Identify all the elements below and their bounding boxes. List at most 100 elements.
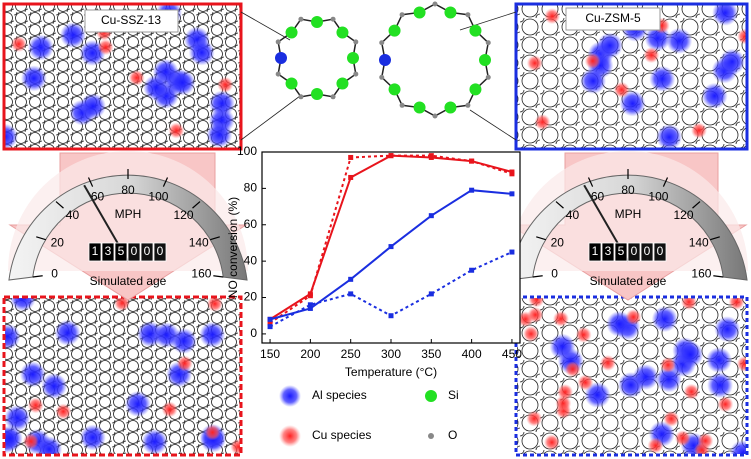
species-blobs (5, 5, 235, 148)
gauge-tick (710, 236, 720, 241)
al-species (719, 48, 746, 75)
oxygen (465, 102, 471, 108)
al-species (79, 424, 106, 451)
cu-species (55, 403, 72, 420)
al-species (54, 319, 81, 346)
data-point (348, 291, 354, 297)
odometer-digit: 0 (631, 244, 638, 258)
al-species (651, 306, 678, 333)
data-point (388, 313, 394, 319)
al-species (79, 93, 106, 120)
panel-label: Cu-ZSM-5 (585, 11, 641, 25)
cu-species (27, 397, 44, 414)
odometer-cell (88, 242, 102, 262)
al-species (596, 32, 623, 59)
ring-illustration (275, 1, 491, 119)
gauge-arc (508, 174, 748, 281)
al-species (5, 123, 19, 148)
silicon (311, 88, 323, 100)
x-tick-label: 400 (462, 347, 482, 361)
oxygen (353, 39, 359, 45)
gauge-tick (32, 275, 43, 278)
x-tick-label: 200 (300, 347, 320, 361)
silicon (336, 77, 349, 90)
al-species (712, 5, 739, 26)
oxygen (275, 71, 281, 77)
cu-species (168, 122, 185, 139)
label-box (565, 7, 661, 31)
legend-swatch (279, 385, 301, 407)
x-tick-label: 450 (502, 347, 522, 361)
gauge-tick-label: 140 (189, 235, 209, 249)
oxygen (379, 74, 385, 80)
y-tick-label: 80 (244, 181, 258, 195)
gauge-unit: MPH (615, 207, 642, 221)
odometer-cell (140, 242, 154, 262)
legend-label: O (448, 428, 457, 442)
al-species (41, 373, 68, 400)
silicon (379, 54, 391, 66)
gauge-face (8, 151, 248, 271)
cu-species (217, 76, 234, 93)
legend-swatch (425, 390, 437, 402)
y-tick-label: 100 (237, 144, 257, 158)
odometer-digit: 1 (92, 244, 99, 258)
silicon (311, 16, 323, 28)
al-species (729, 440, 746, 454)
oxygen (275, 39, 281, 45)
y-axis-label: NO conversion (%) (226, 197, 240, 298)
y-tick-label: 20 (244, 290, 258, 304)
oxygen (330, 94, 336, 100)
data-point (307, 305, 313, 311)
silicon (347, 52, 359, 64)
cu-species (528, 298, 545, 308)
al-species (656, 124, 683, 148)
gauge-tick-label: 160 (191, 266, 211, 280)
gauge-tick-label: 0 (51, 266, 58, 280)
odometer-digit: 0 (157, 244, 164, 258)
gauge-tick (36, 236, 46, 241)
panel-border (2, 2, 243, 151)
gauge-tick (662, 177, 669, 187)
cu-species (543, 434, 560, 451)
al-species (619, 90, 646, 117)
al-species (19, 361, 46, 388)
gauge-arc (8, 174, 248, 281)
ring (380, 3, 490, 117)
y-tick-label: 0 (250, 326, 257, 340)
cu-species (526, 55, 543, 72)
panel-label: Cu-SSZ-13 (101, 13, 161, 27)
gauge-unit: MPH (115, 207, 142, 221)
al-species (206, 121, 233, 148)
cu-species (613, 81, 630, 98)
gauge-tick (555, 201, 564, 209)
cu-species (647, 437, 664, 454)
cu-species (176, 355, 193, 372)
silicon (469, 83, 482, 96)
panel-border (514, 2, 749, 151)
gauge-face (508, 151, 748, 271)
cu-species (717, 396, 734, 413)
al-species (141, 428, 168, 454)
cu-species (643, 47, 660, 64)
gauge-tick-label: 40 (566, 208, 580, 222)
cu-species (114, 298, 131, 312)
odometer-cell (127, 242, 141, 262)
cu-species (128, 69, 145, 86)
data-point (469, 267, 475, 273)
data-point (428, 213, 434, 219)
oxygen (485, 74, 491, 80)
al-species (584, 381, 611, 408)
data-point (428, 153, 434, 159)
data-point (348, 174, 354, 180)
silicon (413, 6, 426, 19)
cu-species (577, 374, 594, 391)
gauge-tick-label: 80 (621, 183, 635, 197)
silicon (413, 101, 426, 114)
cu-species (660, 356, 677, 373)
gauge-tick-label: 100 (148, 190, 168, 204)
chart: 150 200 250 300 350 400 450 0 20 40 60 80 100 Tempera… (226, 144, 522, 379)
al-species (677, 341, 704, 368)
cu-species (523, 325, 540, 342)
